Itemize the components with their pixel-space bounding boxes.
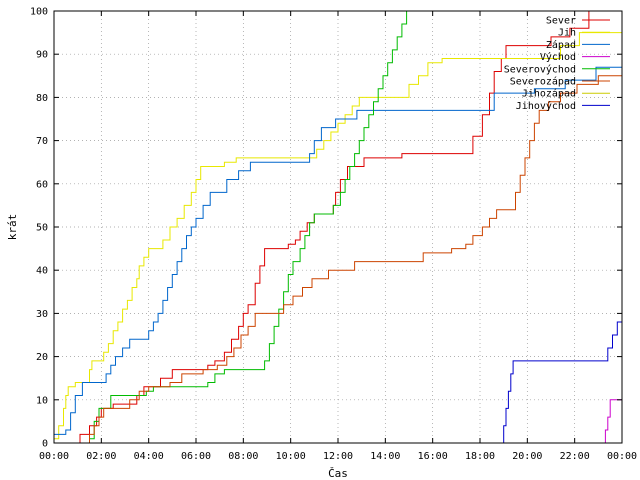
series-line-0 (77, 10, 622, 444)
series-line-7 (501, 321, 622, 444)
legend-label: Severozápad (510, 76, 576, 88)
series-line-3 (603, 399, 622, 444)
x-tick-label: 02:00 (86, 451, 116, 462)
grid (54, 11, 622, 443)
y-tick-label: 10 (36, 395, 48, 406)
y-tick-label: 20 (36, 352, 48, 363)
x-tick-label: 04:00 (134, 451, 164, 462)
y-axis-label: krát (6, 214, 19, 241)
y-tick-label: 40 (36, 266, 48, 277)
legend-label: Sever (546, 16, 576, 27)
y-tick-label: 0 (42, 439, 48, 450)
x-tick-label: 06:00 (181, 451, 211, 462)
y-tick-label: 70 (36, 136, 48, 147)
x-tick-label: 00:00 (39, 451, 69, 462)
y-tick-label: 90 (36, 50, 48, 61)
legend-label: Jihovýchod (516, 100, 576, 112)
ticks: 0 10 20 30 40 50 60 70 80 90 100 00:00 02:00 04:00 06:… (30, 7, 637, 463)
x-tick-label: 16:00 (418, 451, 448, 462)
y-tick-label: 100 (30, 7, 48, 18)
series-layer (54, 10, 622, 444)
x-tick-label: 00:00 (607, 451, 637, 462)
y-tick-label: 30 (36, 309, 48, 320)
y-tick-label: 50 (36, 223, 48, 234)
legend-label: Západ (546, 39, 576, 51)
x-tick-label: 20:00 (512, 451, 542, 462)
x-tick-label: 12:00 (323, 451, 353, 462)
x-tick-label: 10:00 (276, 451, 306, 462)
x-tick-label: 14:00 (370, 451, 400, 462)
x-tick-label: 18:00 (465, 451, 495, 462)
y-tick-label: 60 (36, 179, 48, 190)
legend-label: Jihozápad (522, 88, 576, 100)
x-tick-label: 08:00 (228, 451, 258, 462)
legend-label: Jih (558, 28, 576, 39)
x-tick-label: 22:00 (560, 451, 590, 462)
y-tick-label: 80 (36, 93, 48, 104)
series-line-1 (54, 32, 622, 440)
series-line-2 (54, 66, 622, 435)
legend-label: Severovýchod (504, 63, 576, 75)
x-axis-label: Čas (328, 467, 348, 480)
legend-label: Východ (540, 51, 576, 63)
legend: SeverJihZápadVýchodSeverovýchodSeverozáp… (504, 16, 610, 112)
series-line-5 (54, 75, 622, 444)
